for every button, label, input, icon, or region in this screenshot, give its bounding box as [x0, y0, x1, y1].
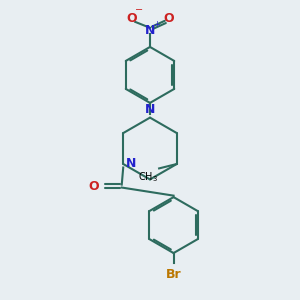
Text: Br: Br [166, 268, 182, 281]
Text: +: + [153, 20, 160, 29]
Text: N: N [126, 158, 136, 170]
Text: O: O [126, 12, 137, 25]
Text: O: O [163, 12, 174, 25]
Text: CH$_3$: CH$_3$ [138, 170, 158, 184]
Text: $\mathregular{N}$: $\mathregular{N}$ [144, 24, 156, 37]
Text: O: O [89, 180, 99, 193]
Text: N: N [145, 103, 155, 116]
Text: −: − [135, 5, 143, 15]
